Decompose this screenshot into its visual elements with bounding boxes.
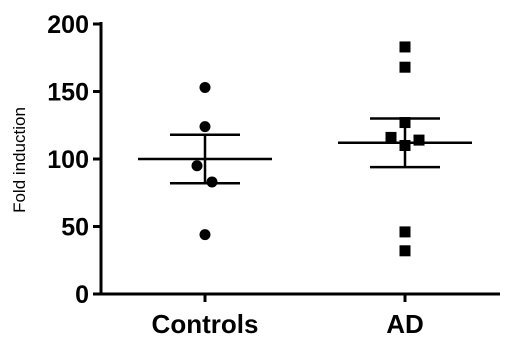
y-tick-label: 150 [47,79,89,107]
x-category-label: AD [386,309,424,337]
data-point-circle [199,121,211,133]
data-point-square [399,41,411,53]
y-ticks: 0 50 100 150 200 [47,11,101,309]
error-bars [138,117,472,185]
data-point-square [399,226,411,238]
x-category-label: Controls [152,309,259,337]
data-point-square [399,61,411,73]
data-point-square [399,245,411,257]
y-tick-label: 0 [75,281,89,309]
data-point-circle [206,176,218,188]
data-point-circle [199,81,211,93]
y-tick-label: 200 [47,11,89,39]
y-tick-label: 50 [61,214,89,242]
x-categories: Controls AD [152,294,424,337]
y-axis-title: Fold induction [10,107,29,213]
data-point-square [399,140,411,151]
data-point-square [385,131,397,143]
data-point-square [413,134,425,146]
y-tick-label: 100 [47,146,89,174]
data-point-square [399,117,411,129]
data-points [191,41,425,257]
data-point-circle [199,229,211,241]
data-point-circle [191,160,203,172]
